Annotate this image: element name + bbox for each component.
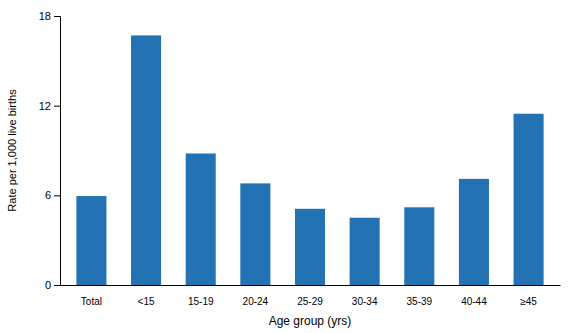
bar bbox=[240, 183, 270, 285]
tick: <15 bbox=[138, 296, 155, 307]
x-axis-title: Age group (yrs) bbox=[269, 314, 352, 328]
tick-label: 12 bbox=[39, 100, 51, 112]
tick-mark bbox=[54, 285, 60, 286]
bar bbox=[404, 207, 434, 285]
bar bbox=[76, 196, 106, 285]
bars bbox=[76, 35, 543, 285]
tick: 25-29 bbox=[297, 296, 323, 307]
tick-label: Total bbox=[81, 296, 102, 307]
tick: 35-39 bbox=[407, 296, 433, 307]
tick: 0 bbox=[45, 279, 60, 291]
tick-mark bbox=[54, 16, 60, 17]
tick: 40-44 bbox=[461, 296, 487, 307]
bar bbox=[514, 114, 544, 285]
bar bbox=[186, 153, 216, 285]
plot: 0 6 12 18 Total <15 15-19 20-24 25-29 30-34 35-39 4… bbox=[39, 10, 561, 307]
y-axis: 0 6 12 18 bbox=[39, 10, 61, 291]
tick: 6 bbox=[45, 189, 60, 201]
tick: Total bbox=[81, 296, 102, 307]
y-axis-title: Rate per 1,000 live births bbox=[6, 89, 18, 212]
axis-line bbox=[61, 285, 561, 286]
tick-label: 15-19 bbox=[188, 296, 214, 307]
tick-label: 0 bbox=[45, 279, 51, 291]
chart: 0 6 12 18 Total <15 15-19 20-24 25-29 30-34 35-39 4… bbox=[0, 0, 576, 333]
bar bbox=[459, 179, 489, 285]
tick-mark bbox=[54, 195, 60, 196]
axis-line bbox=[54, 17, 61, 286]
tick: 30-34 bbox=[352, 296, 378, 307]
bar bbox=[350, 218, 380, 285]
tick: 12 bbox=[39, 100, 60, 112]
tick: 18 bbox=[39, 10, 60, 22]
tick-label: <15 bbox=[138, 296, 155, 307]
tick: 20-24 bbox=[243, 296, 269, 307]
x-axis: Total <15 15-19 20-24 25-29 30-34 35-39 40-44 ≥4… bbox=[61, 286, 561, 308]
tick-label: 25-29 bbox=[297, 296, 323, 307]
bar bbox=[131, 35, 161, 285]
tick-label: 30-34 bbox=[352, 296, 378, 307]
tick-mark bbox=[54, 106, 60, 107]
tick-label: 6 bbox=[45, 189, 51, 201]
bar bbox=[295, 209, 325, 285]
tick-label: 18 bbox=[39, 10, 51, 22]
tick-label: 20-24 bbox=[243, 296, 269, 307]
tick: 15-19 bbox=[188, 296, 214, 307]
tick: ≥45 bbox=[520, 296, 537, 307]
tick-label: 40-44 bbox=[461, 296, 487, 307]
tick-label: 35-39 bbox=[407, 296, 433, 307]
tick-label: ≥45 bbox=[520, 296, 537, 307]
